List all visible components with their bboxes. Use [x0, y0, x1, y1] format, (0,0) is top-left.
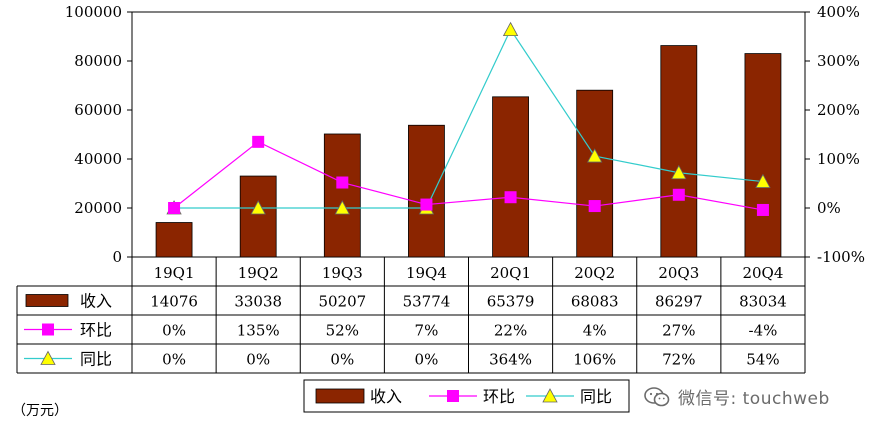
left-tick-label: 100000	[65, 3, 122, 21]
table-cell-yoy: 0%	[246, 351, 270, 369]
x-tick-label: 20Q4	[742, 264, 783, 282]
watermark-text: 微信号: touchweb	[678, 389, 830, 409]
bar-revenue	[408, 124, 445, 258]
legend-label-yoy: 同比	[580, 387, 612, 406]
table-row-label-revenue: 收入	[80, 292, 112, 311]
point-yoy	[587, 148, 603, 163]
legend-swatch-revenue	[315, 388, 365, 404]
point-yoy	[334, 200, 350, 215]
right-tick-label: 100%	[817, 150, 860, 168]
table-cell-yoy: 0%	[415, 351, 439, 369]
legend-label-qoq: 环比	[483, 387, 515, 406]
bar-revenue	[239, 175, 277, 258]
right-tick-label: 200%	[817, 101, 860, 119]
x-tick-label: 19Q1	[154, 264, 195, 282]
table-row-label-yoy: 同比	[80, 350, 112, 369]
table-cell-revenue: 33038	[234, 293, 282, 311]
table-cell-qoq: 52%	[326, 322, 359, 340]
bar-revenue	[323, 133, 361, 258]
point-qoq	[252, 135, 265, 148]
table-cell-yoy: 106%	[573, 351, 616, 369]
table-cell-yoy: 72%	[662, 351, 695, 369]
point-qoq	[336, 176, 349, 189]
table-cell-qoq: 135%	[237, 322, 280, 340]
table-cell-qoq: -4%	[749, 322, 778, 340]
point-yoy	[502, 21, 519, 37]
table-cell-yoy: 0%	[330, 351, 354, 369]
x-tick-label: 20Q3	[658, 264, 699, 282]
bar-revenue	[744, 53, 782, 258]
table-cell-revenue: 53774	[403, 293, 451, 311]
point-qoq	[420, 198, 433, 211]
point-qoq	[672, 188, 685, 201]
left-tick-label: 0	[112, 248, 122, 266]
point-qoq	[588, 200, 601, 213]
point-qoq	[756, 203, 769, 216]
table-cell-yoy: 0%	[162, 351, 186, 369]
bar-revenue	[660, 45, 698, 258]
x-tick-label: 19Q3	[322, 264, 363, 282]
right-tick-label: 400%	[817, 3, 860, 21]
x-tick-label: 19Q2	[238, 264, 279, 282]
bar-revenue	[576, 89, 614, 258]
table-cell-revenue: 65379	[487, 293, 535, 311]
line-qoq	[173, 141, 764, 211]
table-cell-revenue: 68083	[571, 293, 619, 311]
point-yoy	[250, 200, 266, 215]
table-key-marker-qoq	[42, 323, 54, 336]
table-cell-qoq: 0%	[162, 322, 186, 340]
right-tick-label: 300%	[817, 52, 860, 70]
table-cell-qoq: 22%	[494, 322, 527, 340]
table-cell-revenue: 83034	[739, 293, 787, 311]
table-cell-revenue: 86297	[655, 293, 703, 311]
right-tick-label: 0%	[817, 199, 841, 217]
line-yoy	[174, 28, 764, 209]
table-cell-qoq: 7%	[415, 322, 439, 340]
table-key-revenue	[25, 294, 69, 307]
table-cell-yoy: 364%	[489, 351, 532, 369]
legend-marker-yoy	[542, 388, 558, 403]
point-yoy	[671, 164, 687, 180]
wechat-icon	[644, 386, 670, 406]
point-yoy	[755, 173, 771, 188]
unit-label: （万元）	[12, 403, 68, 419]
table-cell-qoq: 27%	[662, 322, 695, 340]
left-tick-label: 60000	[74, 101, 122, 119]
plot-area	[131, 11, 806, 258]
x-tick-label: 20Q1	[490, 264, 531, 282]
left-tick-label: 40000	[74, 150, 122, 168]
table-cell-revenue: 14076	[150, 293, 198, 311]
right-tick-label: -100%	[817, 248, 865, 266]
x-tick-label: 20Q2	[574, 264, 615, 282]
point-qoq	[504, 191, 517, 204]
bar-revenue	[492, 96, 529, 258]
left-tick-label: 20000	[74, 199, 122, 217]
table-cell-qoq: 4%	[583, 322, 607, 340]
x-tick-label: 19Q4	[406, 264, 447, 282]
point-qoq	[168, 202, 181, 214]
table-row-label-qoq: 环比	[80, 321, 112, 340]
legend-marker-qoq	[447, 390, 459, 402]
table-cell-yoy: 54%	[746, 351, 779, 369]
table-cell-revenue: 50207	[318, 293, 366, 311]
watermark: 微信号: touchweb	[644, 384, 830, 409]
left-tick-label: 80000	[74, 52, 122, 70]
legend-label-revenue: 收入	[370, 387, 402, 406]
table-key-marker-yoy	[40, 350, 56, 365]
bar-revenue	[155, 222, 193, 258]
